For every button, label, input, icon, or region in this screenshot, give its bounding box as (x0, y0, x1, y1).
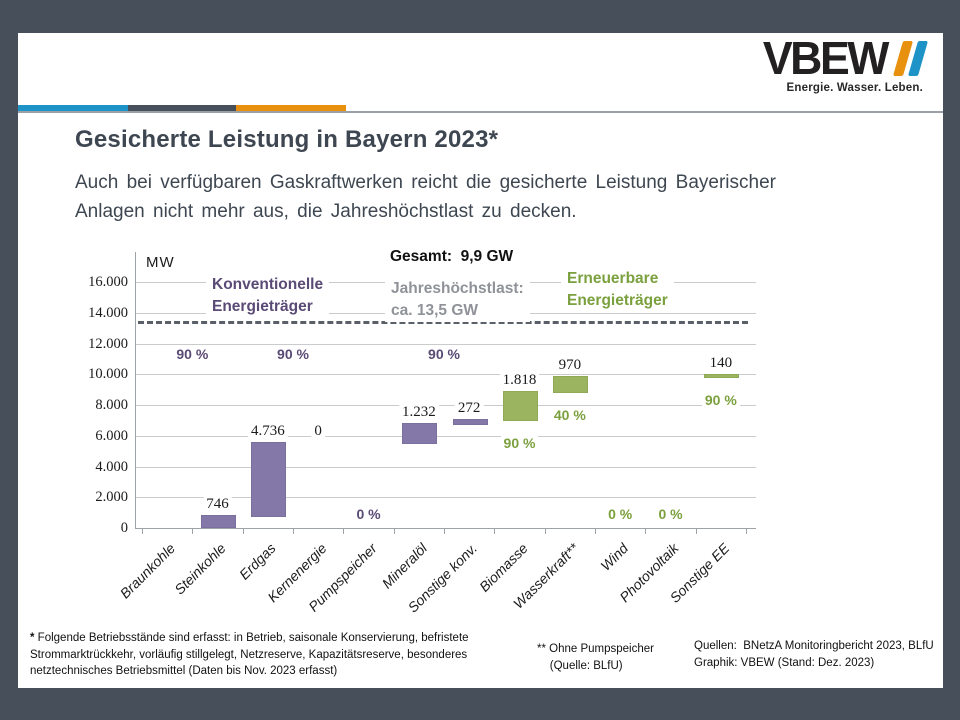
value-label: 746 (203, 495, 232, 513)
percent-label: 90 % (500, 434, 539, 451)
bar-erdgas (251, 441, 287, 517)
pair-percent-label: 90 % (274, 346, 312, 362)
x-axis-label: Erdgas (236, 540, 280, 583)
percent-label: 0 % (655, 506, 686, 522)
gridline (136, 374, 756, 376)
slide: VBEW Energie. Wasser. Leben. Gesicherte … (18, 33, 943, 688)
header-divider (18, 111, 943, 113)
vbew-logo: VBEW Energie. Wasser. Leben. (759, 32, 929, 94)
footnote-sources: Quellen: BNetzA Monitoringbericht 2023, … (694, 640, 934, 669)
footnote-marker: * (30, 632, 35, 644)
x-axis-tick (746, 528, 747, 534)
value-label: 1.232 (398, 403, 439, 421)
y-axis-label: 8.000 (95, 397, 128, 413)
subtitle-line-1: Auch bei verfügbaren Gaskraftwerken reic… (75, 172, 776, 193)
x-axis-label: Mineralöl (378, 540, 431, 592)
legend-renewable: Erneuerbare Energieträger (561, 267, 674, 313)
y-axis-label: 16.000 (88, 274, 128, 290)
footnote-text: Folgende Betriebsstände sind erfasst: in… (30, 632, 469, 678)
x-axis-label: Braunkohle (117, 540, 179, 602)
footnote-pumpspeicher: ** Ohne Pumpspeicher (Quelle: BLfU) (537, 643, 654, 672)
bar-wasserkraft (553, 375, 589, 393)
x-axis-label: Steinkohle (171, 540, 229, 598)
value-label: 140 (706, 354, 736, 372)
x-axis-tick (595, 528, 596, 534)
waterfall-chart: MW 0 2.000 4.000 6.000 8.000 10.000 12.000 14.0… (88, 252, 756, 616)
bar-minerall (402, 422, 438, 444)
accent-bar-blue (18, 105, 128, 112)
x-axis-label: Wind (597, 540, 632, 574)
bar-steinkohle (201, 514, 236, 528)
y-axis-label: 0 (120, 520, 128, 536)
x-axis-tick (293, 528, 294, 534)
value-label: 1.818 (499, 371, 540, 389)
footnote-operating-states: * Folgende Betriebsstände sind erfasst: … (30, 630, 482, 680)
percent-label: 0 % (605, 506, 636, 522)
percent-label: 0 % (353, 506, 384, 522)
x-axis-tick (444, 528, 445, 534)
percent-label: 40 % (550, 406, 589, 423)
x-axis-tick (142, 528, 143, 534)
pair-percent-label: 90 % (425, 346, 463, 362)
value-label: 272 (454, 399, 484, 417)
logo-tagline: Energie. Wasser. Leben. (786, 81, 923, 94)
accent-bar-slate (128, 105, 236, 112)
gridline (136, 435, 756, 437)
value-label: 0 (311, 422, 325, 440)
pair-percent-label: 90 % (173, 346, 212, 362)
y-axis-label: 4.000 (95, 458, 128, 475)
x-axis-tick (494, 528, 496, 534)
value-label: 970 (555, 356, 585, 374)
x-axis-tick (544, 528, 546, 534)
legend-peak-load: Jahreshöchstlast: ca. 13,5 GW (385, 277, 530, 323)
total-label: Gesamt: 9,9 GW (384, 245, 520, 269)
vbew-wordmark: VBEW (762, 32, 890, 84)
y-axis-label: 12.000 (88, 335, 128, 352)
gridline (136, 497, 756, 499)
x-axis-tick (645, 528, 647, 534)
x-axis-tick (242, 528, 244, 534)
bar-sonstigeee (704, 373, 740, 378)
page-title: Gesicherte Leistung in Bayern 2023* (75, 126, 499, 153)
y-axis-label: 10.000 (88, 366, 128, 383)
accent-bar-orange (236, 105, 346, 112)
x-axis-tick (695, 528, 697, 534)
x-axis-tick (393, 528, 395, 534)
gridline (136, 466, 756, 468)
page-subtitle: Auch bei verfügbaren Gaskraftwerken reic… (75, 169, 875, 226)
value-label: 4.736 (247, 422, 288, 440)
y-axis-label: 2.000 (95, 489, 128, 506)
bar-sonstigekonv (452, 418, 488, 425)
bar-biomasse (503, 390, 538, 421)
subtitle-line-2: Anlagen nicht mehr aus, die Jahreshöchst… (75, 200, 577, 222)
y-axis-label: 14.000 (88, 304, 128, 321)
percent-label: 90 % (701, 391, 740, 408)
gridline (136, 343, 756, 345)
x-axis-tick (192, 528, 194, 534)
gridline (136, 405, 756, 406)
y-axis-unit-label: MW (143, 254, 178, 271)
vbew-slashes-icon (892, 41, 929, 76)
peak-load-dashed-line (138, 321, 748, 325)
x-axis-tick (343, 528, 345, 534)
legend-conventional: Konventionelle Energieträger (206, 273, 330, 319)
y-axis-label: 6.000 (95, 427, 128, 444)
